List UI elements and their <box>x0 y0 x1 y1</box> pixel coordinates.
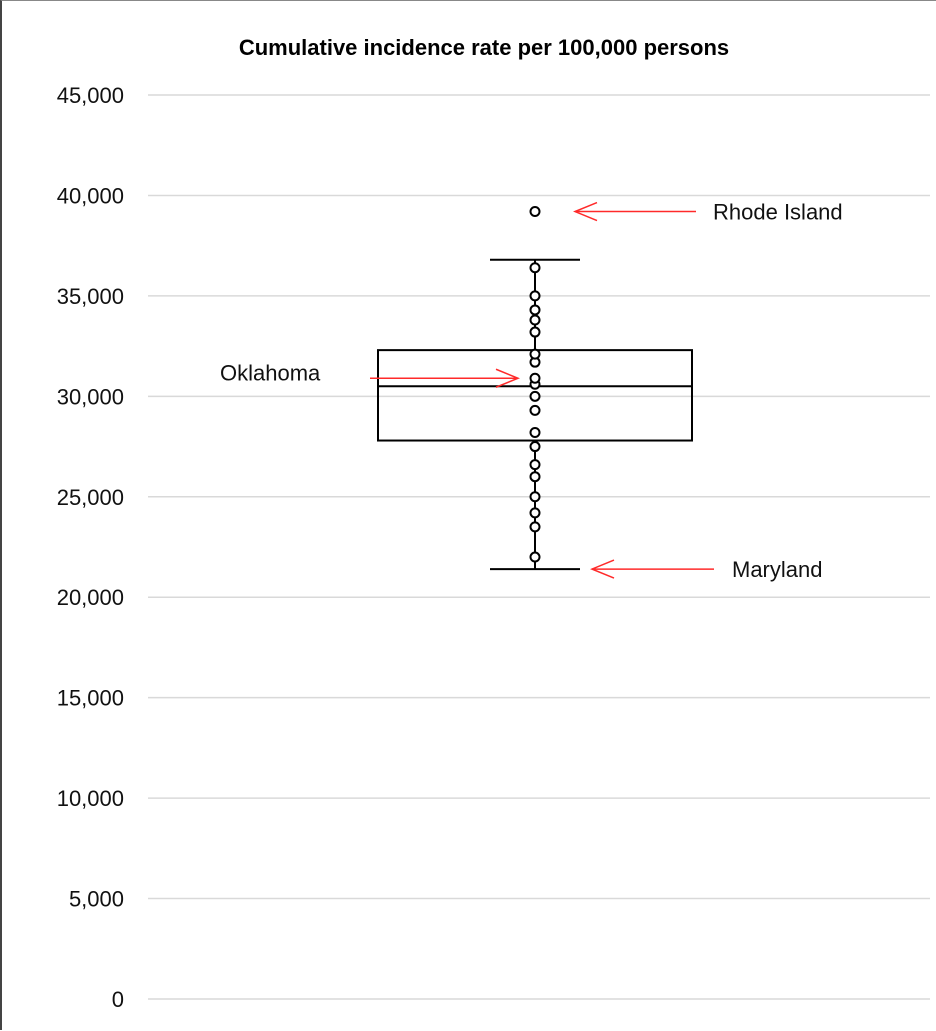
data-point <box>529 471 541 483</box>
y-tick-label: 5,000 <box>69 887 124 912</box>
data-point <box>529 304 541 316</box>
data-point <box>529 491 541 503</box>
y-axis-ticks: 0 5,000 10,000 15,000 20,000 25,000 30,000 35,0… <box>57 83 124 1012</box>
y-tick-label: 40,000 <box>57 183 124 208</box>
grid-lines <box>148 94 930 1000</box>
y-tick-label: 35,000 <box>57 284 124 309</box>
data-point <box>529 521 541 533</box>
data-point <box>529 507 541 519</box>
data-point <box>529 551 541 563</box>
annotation-label-rhode-island: Rhode Island <box>713 200 843 225</box>
data-point <box>529 426 541 438</box>
y-tick-label: 30,000 <box>57 384 124 409</box>
data-points <box>529 206 541 563</box>
y-tick-label: 15,000 <box>57 686 124 711</box>
data-point <box>529 372 541 384</box>
data-point <box>529 404 541 416</box>
annotation-label-maryland: Maryland <box>732 557 822 582</box>
data-point <box>529 459 541 471</box>
annotation-arrow-head <box>495 368 520 388</box>
annotation-arrow-head <box>590 559 615 579</box>
annotations: Rhode Island Oklahoma Maryland <box>220 200 843 583</box>
data-point <box>529 290 541 302</box>
data-point <box>529 206 541 218</box>
y-tick-label: 25,000 <box>57 485 124 510</box>
y-tick-label: 20,000 <box>57 585 124 610</box>
y-tick-label: 45,000 <box>57 83 124 108</box>
y-tick-label: 10,000 <box>57 786 124 811</box>
data-point <box>529 348 541 360</box>
data-point <box>529 441 541 453</box>
data-point <box>529 390 541 402</box>
chart-title: Cumulative incidence rate per 100,000 pe… <box>239 35 729 60</box>
annotation-arrow-head <box>573 201 598 222</box>
annotation-label-oklahoma: Oklahoma <box>220 360 321 385</box>
y-tick-label: 0 <box>112 987 124 1012</box>
data-point <box>529 326 541 338</box>
data-point <box>529 262 541 274</box>
data-point <box>529 314 541 326</box>
